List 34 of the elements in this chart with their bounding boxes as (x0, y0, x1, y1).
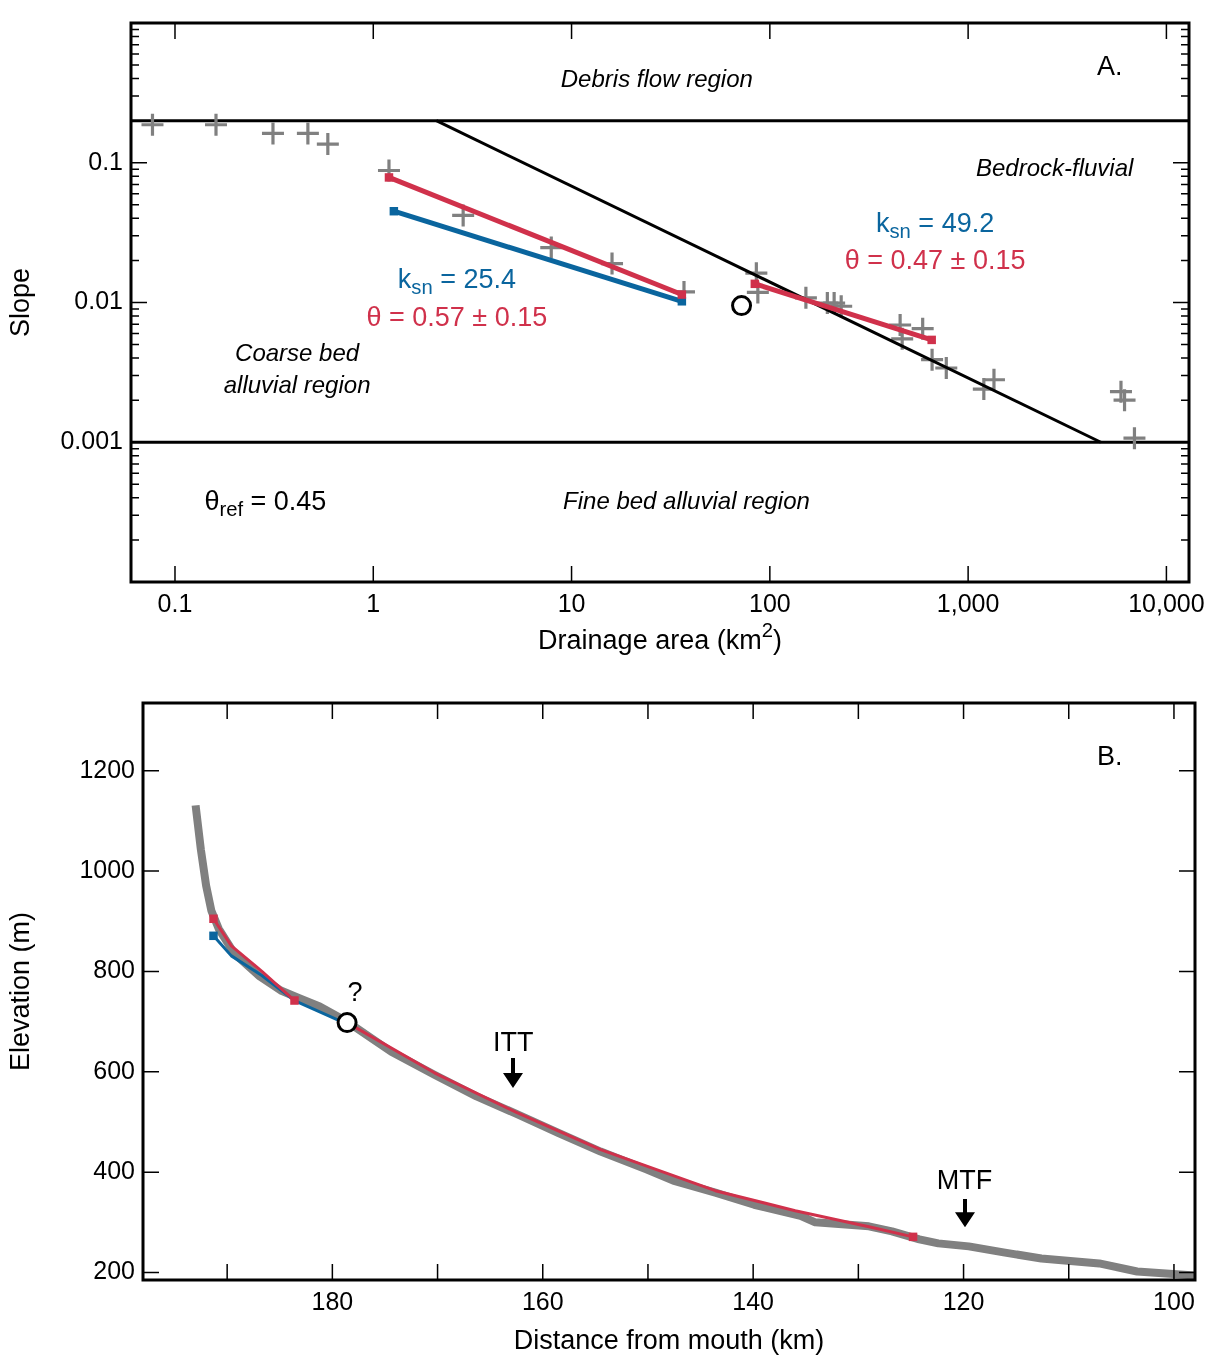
y-axis-title: Slope (5, 267, 36, 338)
y-tick-label: 0.1 (88, 146, 123, 175)
annotation: Bedrock-fluvial (975, 154, 1134, 182)
x-tick-label: 140 (732, 1286, 775, 1315)
annotation: Fine bed alluvial region (563, 486, 810, 514)
annotation: ? (347, 976, 363, 1007)
annotation: θ = 0.57 ± 0.15 (366, 301, 548, 332)
x-tick-label: 1,000 (936, 588, 1000, 617)
x-tick-label: 1 (366, 588, 381, 617)
x-tick-label: 180 (311, 1286, 354, 1315)
y-tick-label: 400 (93, 1156, 135, 1185)
y-tick-label: 1200 (79, 754, 135, 783)
x-tick-label: 120 (942, 1286, 985, 1315)
y-axis-title: Elevation (m) (5, 911, 36, 1072)
annotation: Coarse bed alluvial region (223, 338, 371, 398)
annotation: B. (1097, 740, 1123, 771)
x-axis-title: Distance from mouth (km) (513, 1325, 825, 1356)
x-tick-label: 10,000 (1128, 588, 1205, 617)
y-tick-label: 0.001 (60, 426, 123, 455)
x-tick-label: 100 (748, 588, 791, 617)
y-tick-label: 1000 (79, 854, 135, 883)
y-tick-label: 600 (93, 1055, 135, 1084)
y-tick-label: 800 (93, 955, 135, 984)
y-tick-label: 0.01 (74, 286, 123, 315)
x-tick-label: 10 (557, 588, 586, 617)
y-tick-label: 200 (93, 1256, 135, 1285)
x-tick-label: 0.1 (157, 588, 193, 617)
annotation: θ = 0.47 ± 0.15 (844, 245, 1026, 276)
x-tick-label: 160 (521, 1286, 564, 1315)
annotation: A. (1096, 50, 1123, 81)
annotation: MTF (936, 1165, 993, 1196)
annotation: ITT (493, 1026, 534, 1057)
annotation: Debris flow region (560, 65, 753, 93)
x-tick-label: 100 (1153, 1286, 1195, 1315)
